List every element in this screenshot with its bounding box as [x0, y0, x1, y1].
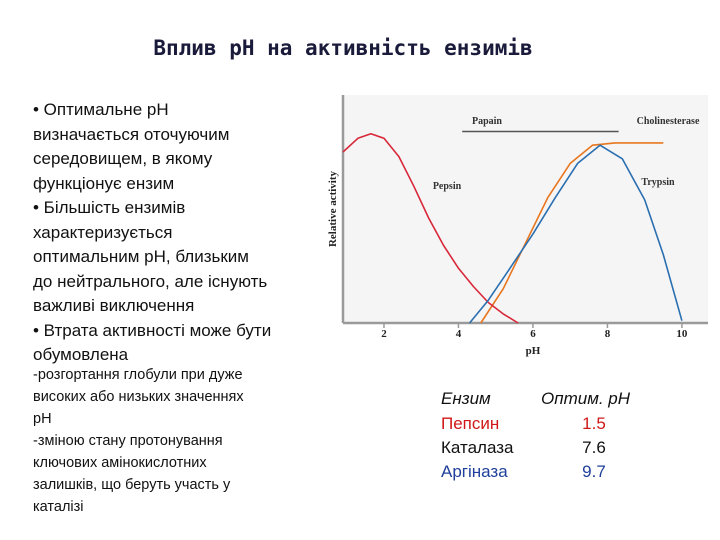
- table-header: Ензим: [441, 389, 491, 408]
- x-tick-label: 4: [456, 328, 462, 340]
- bullet-line: оптимальним pH, близьким: [33, 247, 249, 266]
- note-line: -розгортання глобули при дуже: [33, 367, 243, 383]
- bullet-line: обумовлена: [33, 345, 129, 364]
- bullet-line: важливі виключення: [33, 296, 195, 315]
- bullet-line: функціонує ензим: [33, 173, 175, 193]
- x-axis-label: pH: [526, 345, 541, 357]
- note-line: -зміною стану протонування: [33, 433, 223, 449]
- x-tick-label: 2: [381, 328, 387, 340]
- series-label: Papain: [472, 116, 502, 127]
- bullet-list: • Оптимальне pH визначається оточуючим сер…: [33, 98, 271, 368]
- series-label: Pepsin: [433, 181, 462, 192]
- table-header: Оптим. pH: [541, 389, 631, 408]
- note-line: високих або низьких значеннях: [33, 389, 244, 405]
- note-line: каталізі: [33, 499, 84, 515]
- enzyme-name: Пепсин: [441, 414, 500, 433]
- x-tick-label: 8: [605, 328, 611, 340]
- note-line: залишків, що беруть участь у: [33, 477, 231, 493]
- plot-background: [343, 95, 708, 323]
- bullet-line: характеризується: [33, 222, 173, 242]
- y-axis-label: Relative activity: [327, 170, 339, 247]
- note-list: -розгортання глобули при дуже високих або…: [33, 364, 244, 518]
- optimum-ph: 1.5: [582, 414, 606, 433]
- note-line: pH: [33, 411, 52, 427]
- series-line: [480, 142, 664, 324]
- optimum-ph: 7.6: [582, 438, 606, 457]
- bullet-line: до нейтрального, але існують: [33, 271, 268, 291]
- bullet-line: • Оптимальне pH: [33, 100, 169, 119]
- optimum-ph: 9.7: [582, 462, 606, 481]
- series-label: Cholinesterase: [637, 116, 700, 127]
- enzyme-name: Каталаза: [441, 438, 514, 457]
- bullet-line: • Більшість ензимів: [33, 198, 186, 217]
- series-line: [342, 133, 519, 324]
- x-tick-label: 10: [676, 328, 688, 340]
- series-label: Trypsin: [641, 177, 675, 188]
- enzyme-name: Аргіназа: [441, 462, 508, 481]
- bullet-line: • Втрата активності може бути: [33, 320, 272, 340]
- slide-title: Вплив pH на активність ензимів: [153, 36, 533, 60]
- x-tick-label: 6: [530, 328, 536, 340]
- series-line: [468, 144, 683, 324]
- note-line: ключових амінокислотних: [33, 455, 207, 471]
- bullet-line: визначається оточуючим: [33, 124, 230, 144]
- bullet-line: середовищем, в якому: [33, 149, 213, 168]
